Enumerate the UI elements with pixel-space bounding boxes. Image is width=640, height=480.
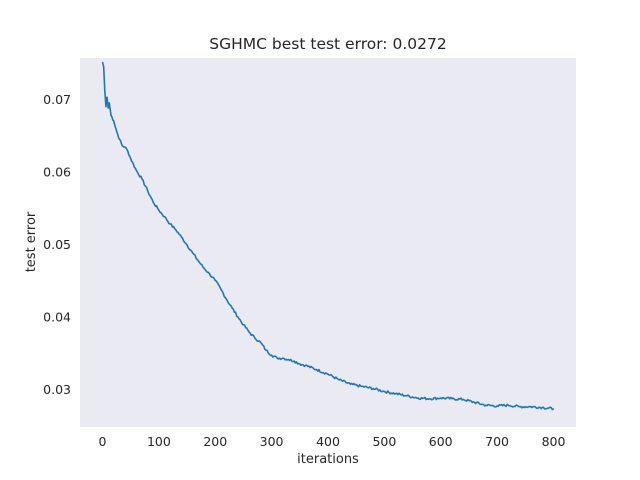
chart-title: SGHMC best test error: 0.0272 (209, 35, 446, 53)
y-axis-ticks: 0.03 0.04 0.05 0.06 0.07 (43, 92, 71, 397)
data-point (220, 288, 222, 290)
y-axis-label: test error (24, 211, 39, 272)
data-point (248, 331, 250, 333)
x-tick-label: 800 (542, 434, 566, 449)
data-point (124, 146, 126, 148)
data-point (254, 337, 256, 339)
data-point (147, 190, 149, 192)
y-tick-label: 0.05 (43, 237, 71, 252)
data-point (101, 61, 104, 63)
data-point (541, 406, 543, 409)
data-point (338, 379, 340, 381)
y-tick-label: 0.03 (43, 382, 71, 397)
y-tick-label: 0.04 (43, 309, 71, 324)
data-point (276, 357, 278, 359)
data-point (121, 145, 123, 147)
data-point (107, 107, 109, 109)
x-tick-label: 200 (203, 434, 227, 449)
data-point (473, 401, 476, 403)
data-point (209, 273, 211, 275)
x-axis-label: iterations (297, 452, 359, 467)
data-point (141, 178, 143, 180)
data-point (152, 201, 154, 203)
x-tick-label: 300 (260, 434, 284, 449)
data-point (349, 383, 352, 385)
x-tick-label: 0 (99, 434, 107, 449)
data-point (552, 408, 555, 410)
data-point (282, 357, 284, 359)
data-point (118, 138, 121, 140)
data-point (395, 393, 397, 395)
x-tick-label: 700 (485, 434, 509, 449)
x-axis-ticks: 0 100 200 300 400 500 600 700 800 (99, 434, 566, 449)
data-point (113, 120, 115, 122)
data-point (417, 397, 419, 399)
data-point (192, 252, 194, 254)
data-point (108, 102, 110, 104)
data-point (361, 385, 363, 387)
data-point (186, 244, 188, 246)
data-point (299, 363, 301, 365)
data-point (265, 349, 267, 351)
data-point (116, 130, 118, 132)
data-point (293, 360, 295, 362)
data-point (169, 223, 171, 225)
series-layer (101, 61, 555, 411)
data-point (127, 150, 129, 153)
data-point (132, 163, 135, 166)
data-point (214, 279, 216, 282)
data-point (197, 260, 199, 262)
series-line (101, 62, 554, 411)
data-point (225, 298, 228, 301)
data-point (428, 398, 431, 400)
x-tick-label: 400 (316, 434, 340, 449)
data-point (496, 405, 498, 407)
data-point (175, 229, 177, 231)
data-point (485, 404, 487, 406)
data-point (440, 397, 442, 399)
y-tick-label: 0.07 (43, 92, 71, 107)
x-tick-label: 500 (372, 434, 396, 449)
data-point (110, 114, 112, 116)
data-point (231, 307, 233, 309)
data-point (103, 66, 105, 68)
data-point (406, 395, 408, 397)
data-point (130, 158, 132, 160)
data-point (237, 316, 239, 318)
data-point (135, 169, 137, 171)
data-point (104, 90, 106, 92)
data-point (203, 267, 205, 269)
data-point (259, 341, 261, 343)
data-point (287, 358, 290, 361)
data-point (316, 369, 318, 371)
data-point (530, 406, 532, 408)
data-point (105, 105, 107, 108)
data-point (158, 209, 160, 211)
data-point (271, 354, 273, 356)
y-tick-label: 0.06 (43, 164, 71, 179)
x-tick-label: 600 (429, 434, 453, 449)
data-point (462, 398, 464, 401)
data-point (383, 390, 385, 393)
x-tick-label: 100 (147, 434, 171, 449)
data-point (180, 236, 183, 238)
data-point (519, 406, 521, 408)
data-point (507, 404, 509, 406)
data-point (451, 398, 453, 400)
data-point (304, 364, 307, 366)
data-point (106, 96, 108, 98)
data-point (163, 216, 166, 218)
data-point (327, 373, 329, 375)
data-point (372, 387, 374, 390)
plot-area (80, 58, 576, 427)
data-point (242, 324, 245, 326)
